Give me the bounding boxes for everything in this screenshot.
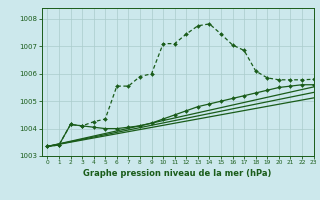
- X-axis label: Graphe pression niveau de la mer (hPa): Graphe pression niveau de la mer (hPa): [84, 169, 272, 178]
